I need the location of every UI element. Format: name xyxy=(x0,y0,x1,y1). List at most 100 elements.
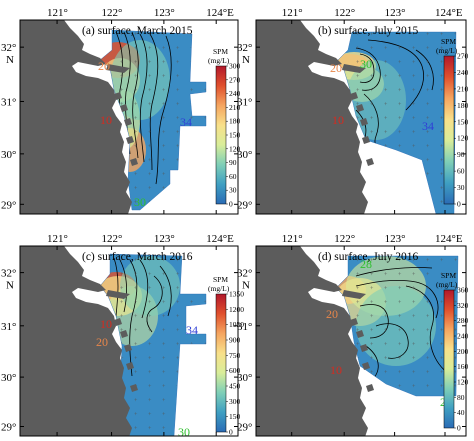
station-marker: + xyxy=(454,342,458,348)
contour-label: 10 xyxy=(330,363,342,377)
station-marker: + xyxy=(454,88,458,94)
station-marker: + xyxy=(454,314,458,320)
panel-frame xyxy=(255,19,467,215)
station-marker: + xyxy=(440,384,444,390)
station-marker: + xyxy=(176,342,180,348)
station-marker: + xyxy=(384,314,388,320)
colorbar-tick-label: 900 xyxy=(229,336,241,345)
station-marker: + xyxy=(384,370,388,376)
station-marker: + xyxy=(148,116,152,122)
contour-line xyxy=(355,47,381,91)
lat-label: 32° xyxy=(237,268,252,280)
colorbar-tick-label: 60 xyxy=(457,167,465,176)
colorbar-tick-label: 160 xyxy=(457,362,469,371)
station-marker: + xyxy=(426,102,430,108)
station-marker: + xyxy=(176,144,180,150)
station-marker: + xyxy=(440,60,444,66)
colorbar-tick-label: 240 xyxy=(457,332,469,341)
lat-hemisphere-label: N xyxy=(242,280,250,292)
panel-frame xyxy=(19,245,239,437)
station-marker: + xyxy=(412,88,416,94)
station-marker: + xyxy=(440,258,444,264)
lon-label: 124°E xyxy=(435,233,463,245)
contour-line xyxy=(119,259,128,313)
station-marker: + xyxy=(454,32,458,38)
contour-line xyxy=(149,33,159,171)
station-marker: + xyxy=(440,200,444,206)
station-marker: + xyxy=(134,426,138,432)
land xyxy=(20,20,132,214)
station-marker: + xyxy=(134,370,138,376)
station-marker: + xyxy=(162,60,166,66)
station-marker: + xyxy=(370,370,374,376)
lat-label: 29° xyxy=(237,422,252,434)
station-marker: + xyxy=(148,60,152,66)
lat-label: 31° xyxy=(1,321,16,333)
station-marker: + xyxy=(162,172,166,178)
station-marker: + xyxy=(176,356,180,362)
lat-label: 31° xyxy=(237,96,252,108)
island xyxy=(130,158,138,166)
station-marker: + xyxy=(176,32,180,38)
colorbar-title: SPM xyxy=(213,47,228,56)
station-marker: + xyxy=(134,172,138,178)
station-marker: + xyxy=(454,46,458,52)
lon-label: 121° xyxy=(47,233,68,245)
station-marker: + xyxy=(162,300,166,306)
station-marker: + xyxy=(412,60,416,66)
colorbar-tick-label: 450 xyxy=(229,382,241,391)
station-marker: + xyxy=(120,88,124,94)
station-marker: + xyxy=(148,102,152,108)
station-marker: + xyxy=(176,60,180,66)
island xyxy=(114,318,122,326)
station-marker: + xyxy=(398,130,402,136)
station-marker: + xyxy=(398,102,402,108)
island xyxy=(130,384,138,392)
station-marker: + xyxy=(412,384,416,390)
station-marker: + xyxy=(148,158,152,164)
station-marker: + xyxy=(454,286,458,292)
island xyxy=(356,330,364,338)
station-marker: + xyxy=(134,356,138,362)
station-marker: + xyxy=(412,272,416,278)
station-marker: + xyxy=(384,130,388,136)
station-marker: + xyxy=(356,102,360,108)
map-panel-b: + + + + + + + + + + + + + + + + + + + + + + + + + + + + + + + + + + + + + + + +… xyxy=(237,7,469,215)
station-marker: + xyxy=(134,286,138,292)
station-marker: + xyxy=(440,186,444,192)
station-marker: + xyxy=(356,258,360,264)
station-marker: + xyxy=(426,328,430,334)
station-marker: + xyxy=(412,370,416,376)
station-marker: + xyxy=(426,286,430,292)
station-marker: + xyxy=(148,398,152,404)
contour-line xyxy=(131,31,139,159)
station-marker: + xyxy=(204,116,208,122)
colorbar-tick-label: 0 xyxy=(457,424,461,433)
contour-line xyxy=(159,265,172,317)
station-marker: + xyxy=(398,314,402,320)
station-marker: + xyxy=(148,74,152,80)
contour-label: 30 xyxy=(360,57,372,71)
island xyxy=(124,344,132,352)
lon-label: 122° xyxy=(102,233,123,245)
lon-label: 122° xyxy=(102,7,123,19)
colorbar-tick-label: 0 xyxy=(457,200,461,209)
station-marker: + xyxy=(412,258,416,264)
colorbar-tick-label: 150 xyxy=(229,131,241,140)
station-marker: + xyxy=(440,328,444,334)
lat-label: 32° xyxy=(237,42,252,54)
lon-label: 124°E xyxy=(206,233,234,245)
colorbar-tick-label: 120 xyxy=(229,144,241,153)
contour-line xyxy=(129,259,138,377)
station-marker: + xyxy=(162,342,166,348)
colorbar xyxy=(443,289,455,429)
colorbar-unit: (mg/L) xyxy=(436,280,458,289)
station-marker: + xyxy=(148,186,152,192)
colorbar-tick-label: 120 xyxy=(457,378,469,387)
station-marker: + xyxy=(412,74,416,80)
station-marker: + xyxy=(162,314,166,320)
lat-label: 30° xyxy=(237,372,252,384)
station-marker: + xyxy=(426,144,430,150)
spm-patch xyxy=(356,286,436,366)
